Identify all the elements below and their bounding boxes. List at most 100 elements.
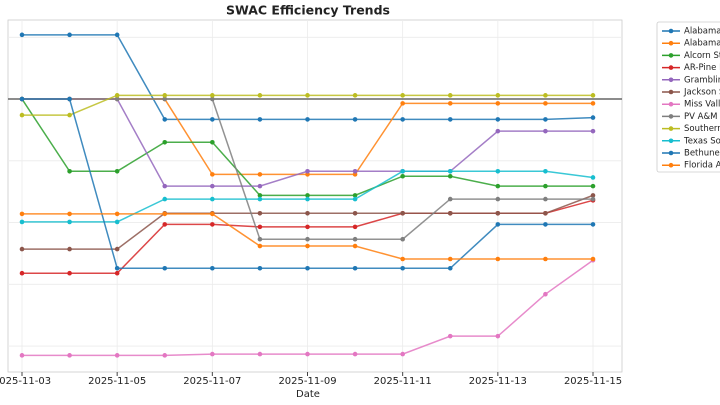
x-tick-label: 2025-11-03 <box>0 376 51 387</box>
data-point <box>162 183 168 189</box>
legend-marker <box>668 126 674 131</box>
data-point <box>210 183 215 189</box>
data-point <box>495 256 501 262</box>
data-point <box>210 93 215 98</box>
data-point <box>447 256 453 262</box>
x-tick-label: 2025-11-13 <box>469 376 527 387</box>
data-point <box>400 117 405 122</box>
data-point <box>543 93 548 98</box>
data-point <box>305 224 310 230</box>
legend-label: Texas So <box>683 136 720 146</box>
data-point <box>352 210 358 216</box>
data-point <box>19 112 25 118</box>
data-point <box>19 211 25 217</box>
data-point <box>590 175 596 180</box>
data-point <box>447 173 453 179</box>
data-point <box>447 333 453 339</box>
data-point <box>162 222 168 227</box>
data-point <box>162 265 168 271</box>
data-point <box>590 222 596 227</box>
legend-label: Grambling <box>684 75 720 85</box>
data-point <box>162 139 168 145</box>
data-point <box>67 219 72 225</box>
data-point <box>210 211 215 217</box>
data-point <box>210 351 215 357</box>
data-point <box>114 270 120 276</box>
data-point <box>543 291 548 297</box>
x-tick-label: 2025-11-05 <box>88 376 146 387</box>
legend-marker <box>668 114 674 119</box>
data-point <box>495 183 501 189</box>
data-point <box>19 96 25 102</box>
data-point <box>67 112 72 118</box>
data-point <box>495 196 501 202</box>
data-point <box>114 265 120 271</box>
data-point <box>67 246 72 252</box>
data-point <box>67 353 72 358</box>
data-point <box>67 270 72 276</box>
data-point <box>495 210 501 216</box>
data-point <box>305 351 310 357</box>
data-point <box>590 196 596 202</box>
data-point <box>19 32 25 38</box>
data-point <box>352 168 358 174</box>
data-point <box>210 96 215 102</box>
data-point <box>590 183 596 189</box>
data-point <box>590 115 596 120</box>
legend-label: Miss Valle <box>684 100 720 110</box>
data-point <box>114 246 120 252</box>
x-tick-label: 2025-11-09 <box>278 376 336 387</box>
data-point <box>590 193 596 198</box>
data-point <box>495 333 501 339</box>
data-point <box>19 246 25 252</box>
data-point <box>257 236 263 242</box>
data-point <box>114 93 120 98</box>
data-point <box>400 101 405 106</box>
data-point <box>495 168 501 174</box>
data-point <box>305 117 310 122</box>
data-point <box>590 256 596 262</box>
data-point <box>447 117 453 122</box>
legend-label: PV A&M <box>684 112 717 122</box>
legend-marker <box>668 89 674 95</box>
x-tick-label: 2025-11-07 <box>183 376 241 387</box>
data-point <box>495 222 501 227</box>
data-point <box>257 210 263 216</box>
data-point <box>162 211 168 217</box>
data-point <box>162 196 168 202</box>
data-point <box>352 117 358 122</box>
data-point <box>67 32 72 38</box>
data-point <box>400 210 405 216</box>
data-point <box>543 210 548 216</box>
data-point <box>114 96 120 102</box>
chart-title: SWAC Efficiency Trends <box>226 3 390 18</box>
data-point <box>257 193 263 198</box>
data-point <box>305 93 310 98</box>
data-point <box>352 224 358 230</box>
data-point <box>257 183 263 189</box>
data-point <box>352 243 358 249</box>
data-point <box>590 128 596 134</box>
legend-box <box>656 21 720 173</box>
data-point <box>305 168 310 174</box>
data-point <box>305 193 310 198</box>
legend-marker <box>668 40 674 46</box>
data-point <box>543 101 548 106</box>
data-point <box>210 265 215 271</box>
data-point <box>257 243 263 249</box>
data-point <box>400 265 405 271</box>
data-point <box>495 128 501 134</box>
data-point <box>400 93 405 98</box>
data-point <box>400 173 405 179</box>
data-point <box>257 117 263 122</box>
data-point <box>352 196 358 202</box>
legend-marker <box>668 28 674 34</box>
legend-label: Alcorn St <box>684 51 720 61</box>
legend-marker <box>668 150 674 156</box>
data-point <box>495 93 501 98</box>
data-point <box>352 265 358 271</box>
data-point <box>352 93 358 98</box>
data-point <box>114 219 120 225</box>
